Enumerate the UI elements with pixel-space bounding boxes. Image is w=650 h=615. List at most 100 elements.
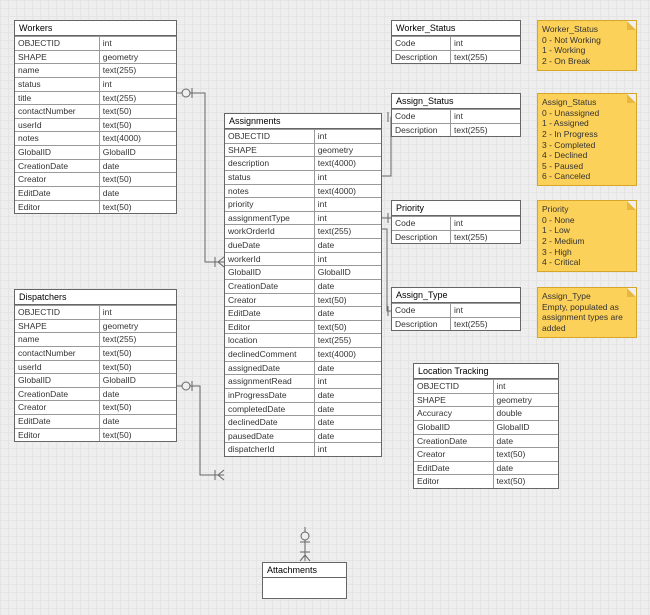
- field-name: Editor: [414, 475, 493, 488]
- field-type: int: [314, 198, 381, 212]
- field-type: geometry: [493, 393, 558, 407]
- field-type: text(50): [99, 428, 176, 441]
- note-line: 3 - High: [542, 247, 626, 258]
- field-name: contactNumber: [15, 346, 99, 360]
- table-row: descriptiontext(4000): [225, 157, 381, 171]
- table-row: contactNumbertext(50): [15, 105, 176, 119]
- field-name: Description: [392, 230, 451, 243]
- table-row: workOrderIdtext(255): [225, 225, 381, 239]
- table-row: CreationDatedate: [225, 279, 381, 293]
- table-row: assignmentTypeint: [225, 211, 381, 225]
- field-name: Code: [392, 304, 451, 318]
- field-type: text(50): [99, 105, 176, 119]
- note-line: 0 - Unassigned: [542, 108, 626, 119]
- table-row: Editortext(50): [225, 320, 381, 334]
- field-name: CreationDate: [225, 279, 314, 293]
- field-name: GlobalID: [225, 266, 314, 280]
- field-name: Creator: [414, 448, 493, 462]
- table-row: Creatortext(50): [15, 401, 176, 415]
- field-type: date: [99, 415, 176, 429]
- field-name: declinedComment: [225, 348, 314, 362]
- entity-title: Assignments: [225, 114, 381, 129]
- entity-fields: CodeintDescriptiontext(255): [392, 36, 520, 63]
- field-type: int: [451, 304, 521, 318]
- field-name: EditDate: [414, 461, 493, 475]
- field-type: text(50): [99, 173, 176, 187]
- note-line: 2 - On Break: [542, 56, 626, 67]
- field-type: text(255): [451, 230, 521, 243]
- field-type: text(4000): [314, 184, 381, 198]
- table-row: SHAPEgeometry: [414, 393, 558, 407]
- note-line: 2 - In Progress: [542, 129, 626, 140]
- field-name: Description: [392, 50, 451, 63]
- table-row: declinedCommenttext(4000): [225, 348, 381, 362]
- field-name: Accuracy: [414, 407, 493, 421]
- table-row: Creatortext(50): [225, 293, 381, 307]
- field-name: CreationDate: [15, 387, 99, 401]
- field-name: OBJECTID: [15, 37, 99, 51]
- field-name: declinedDate: [225, 416, 314, 430]
- table-row: OBJECTIDint: [414, 380, 558, 394]
- field-type: geometry: [99, 319, 176, 333]
- entity-fields: CodeintDescriptiontext(255): [392, 216, 520, 243]
- field-name: workerId: [225, 252, 314, 266]
- field-type: int: [314, 443, 381, 456]
- table-row: priorityint: [225, 198, 381, 212]
- field-name: description: [225, 157, 314, 171]
- table-row: Descriptiontext(255): [392, 50, 520, 63]
- field-type: int: [314, 252, 381, 266]
- note-line: 5 - Paused: [542, 161, 626, 172]
- field-type: text(255): [314, 225, 381, 239]
- field-type: text(255): [99, 91, 176, 105]
- table-row: assignmentReadint: [225, 375, 381, 389]
- table-row: Descriptiontext(255): [392, 230, 520, 243]
- table-row: Codeint: [392, 37, 520, 51]
- table-row: Codeint: [392, 304, 520, 318]
- entity-title: Dispatchers: [15, 290, 176, 305]
- entity-location_tracking: Location TrackingOBJECTIDintSHAPEgeometr…: [413, 363, 559, 489]
- field-name: inProgressDate: [225, 388, 314, 402]
- table-row: declinedDatedate: [225, 416, 381, 430]
- field-type: int: [99, 306, 176, 320]
- note-title: Assign_Type: [542, 291, 626, 302]
- field-name: Editor: [15, 428, 99, 441]
- field-type: text(255): [314, 334, 381, 348]
- field-type: text(255): [451, 317, 521, 330]
- entity-title: Attachments: [263, 563, 346, 578]
- note-line: 2 - Medium: [542, 236, 626, 247]
- field-type: date: [99, 387, 176, 401]
- note-n2: Assign_Status0 - Unassigned1 - Assigned2…: [537, 93, 637, 186]
- field-type: int: [451, 217, 521, 231]
- table-row: Editortext(50): [15, 428, 176, 441]
- field-name: GlobalID: [15, 146, 99, 160]
- field-type: text(50): [314, 293, 381, 307]
- table-row: statusint: [15, 77, 176, 91]
- field-name: notes: [15, 132, 99, 146]
- entity-title: Priority: [392, 201, 520, 216]
- entity-dispatchers: DispatchersOBJECTIDintSHAPEgeometrynamet…: [14, 289, 177, 442]
- table-row: CreationDatedate: [15, 159, 176, 173]
- note-line: 1 - Low: [542, 225, 626, 236]
- field-name: completedDate: [225, 402, 314, 416]
- table-row: notestext(4000): [15, 132, 176, 146]
- entity-worker_status: Worker_StatusCodeintDescriptiontext(255): [391, 20, 521, 64]
- note-line: 1 - Assigned: [542, 118, 626, 129]
- table-row: EditDatedate: [15, 186, 176, 200]
- table-row: notestext(4000): [225, 184, 381, 198]
- note-line: 1 - Working: [542, 45, 626, 56]
- table-row: dueDatedate: [225, 239, 381, 253]
- note-line: 6 - Canceled: [542, 171, 626, 182]
- note-title: Worker_Status: [542, 24, 626, 35]
- field-type: int: [99, 77, 176, 91]
- entity-title: Location Tracking: [414, 364, 558, 379]
- field-type: date: [314, 279, 381, 293]
- note-n3: Priority0 - None1 - Low2 - Medium3 - Hig…: [537, 200, 637, 272]
- field-name: Creator: [225, 293, 314, 307]
- field-type: geometry: [314, 143, 381, 157]
- field-type: double: [493, 407, 558, 421]
- field-type: GlobalID: [314, 266, 381, 280]
- field-name: EditDate: [225, 307, 314, 321]
- table-row: Accuracydouble: [414, 407, 558, 421]
- table-row: EditDatedate: [225, 307, 381, 321]
- table-row: userIdtext(50): [15, 118, 176, 132]
